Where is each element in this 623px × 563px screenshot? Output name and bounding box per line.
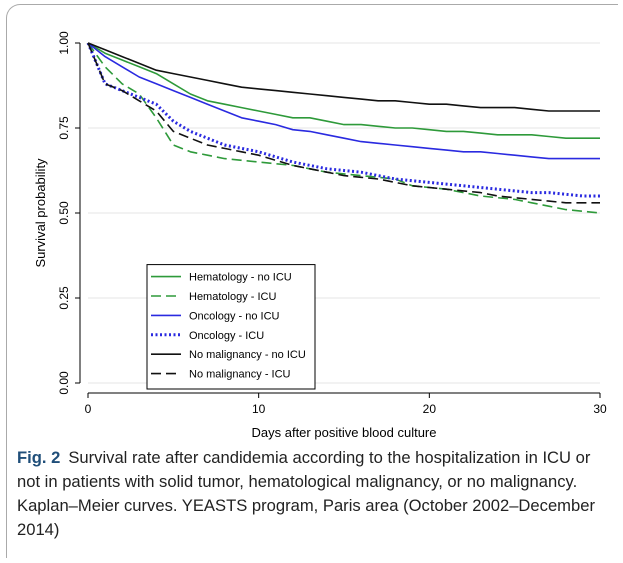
- caption: Fig. 2 Survival rate after candidemia acc…: [17, 446, 617, 542]
- y-tick-label: 0.50: [57, 201, 71, 225]
- figure-frame: [6, 4, 618, 558]
- survival-curve: [87, 42, 601, 214]
- legend: Hematology - no ICU Hematology - ICU Oncol…: [146, 264, 316, 390]
- legend-label: Oncology - ICU: [189, 330, 264, 342]
- x-tick-label: 30: [593, 402, 607, 416]
- survival-curve: [87, 42, 600, 112]
- y-axis-label: Survival probability: [33, 158, 48, 268]
- survival-curve: [87, 42, 600, 139]
- survival-curve: [86, 42, 600, 198]
- y-tick-label: 0.25: [57, 286, 71, 310]
- chart: Days after positive blood culture Surviv…: [33, 31, 607, 440]
- caption-text: Survival rate after candidemia according…: [17, 448, 595, 539]
- caption-label: Fig. 2: [17, 448, 61, 467]
- legend-box: [146, 264, 316, 390]
- x-tick-label: 20: [423, 402, 437, 416]
- y-tick-label: 0.00: [57, 371, 71, 395]
- legend-label: No malignancy - ICU: [189, 369, 291, 381]
- legend-label: Hematology - ICU: [189, 291, 276, 303]
- legend-label: Oncology - no ICU: [189, 310, 280, 322]
- y-tick-label: 0.75: [57, 116, 71, 140]
- x-axis-label: Days after positive blood culture: [252, 425, 437, 440]
- legend-label: No malignancy - no ICU: [189, 349, 306, 361]
- legend-label: Hematology - no ICU: [189, 272, 292, 284]
- x-tick-label: 0: [85, 402, 92, 416]
- survival-curve: [87, 42, 600, 160]
- survival-curve: [87, 42, 600, 204]
- y-tick-label: 1.00: [57, 31, 71, 55]
- x-tick-label: 10: [252, 402, 266, 416]
